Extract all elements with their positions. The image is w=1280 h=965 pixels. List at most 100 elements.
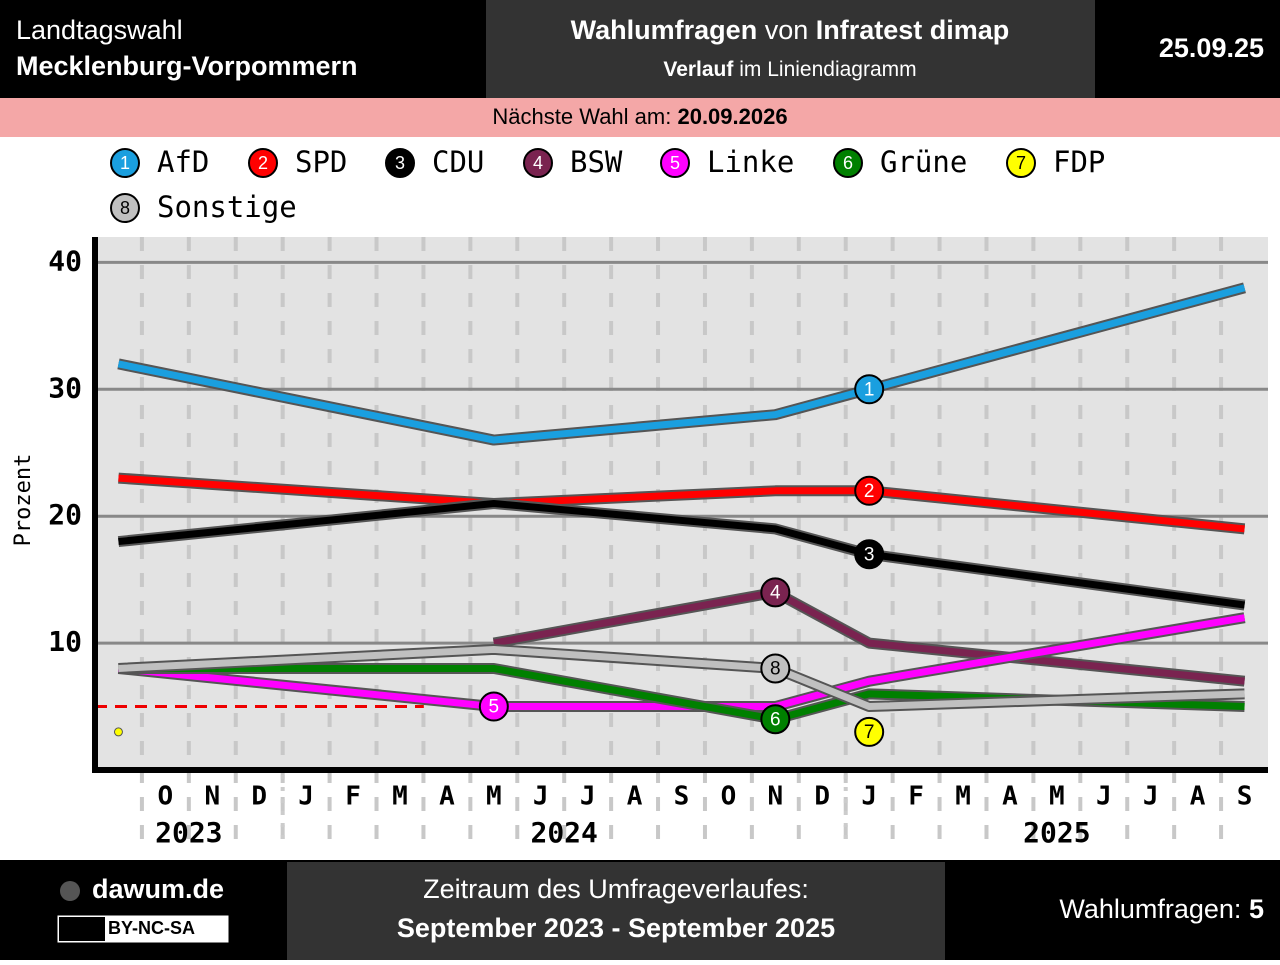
x-tick-label: M [392,782,408,812]
legend-marker [1006,148,1036,178]
series-marker [854,475,885,506]
series-marker-number: 4 [770,582,781,603]
legend-number: 4 [533,153,543,173]
title-part: Infratest dimap [816,15,1010,45]
series-line [493,588,1245,685]
series-line [117,284,1246,444]
y-tick-label: 20 [48,498,82,531]
x-tick-label: M [486,782,502,812]
subtitle: Verlauf im Liniendiagramm [663,58,916,81]
legend-label: Grüne [880,145,967,179]
legend-label: AfD [157,145,209,179]
x-tick-label: J [533,782,549,812]
x-tick-label: J [298,782,314,812]
next-election-label: Nächste Wahl am: [492,104,671,129]
legend-marker [385,148,415,178]
next-election-date: 20.09.2026 [677,104,787,129]
logo-icon [60,881,80,901]
y-tick-label: 30 [48,371,82,404]
series-marker-number: 2 [864,481,875,502]
x-tick-label: N [768,782,784,812]
legend-number: 2 [258,153,268,173]
legend-marker [833,148,863,178]
series-marker-number: 7 [864,722,875,743]
legend-number: 3 [395,153,405,173]
series-marker [854,539,885,570]
series-marker-number: 3 [864,544,875,565]
x-year-label: 2025 [1023,816,1090,849]
legend-label: Sonstige [157,190,297,224]
x-tick-label: D [814,782,830,812]
series-marker-number: 1 [864,379,875,400]
legend-number: 6 [843,153,853,173]
series-marker [760,653,791,684]
title: Wahlumfragen von Infratest dimap [571,15,1010,45]
legend-label: Linke [707,145,794,179]
x-year-label: 2024 [530,816,597,849]
title-part: Wahlumfragen [571,15,758,45]
series-marker [854,374,885,405]
series-line [118,500,1246,609]
region-line2: Mecklenburg-Vorpommern [16,51,358,81]
x-tick-label: N [204,782,220,812]
series-marker [760,704,791,735]
region-line1: Landtagswahl [16,15,183,45]
period: September 2023 - September 2025 [397,913,835,943]
series-marker-number: 5 [489,697,500,718]
legend-label: CDU [432,145,484,179]
series-marker [854,716,885,747]
next-election: Nächste Wahl am: 20.09.2026 [492,104,787,129]
x-tick-label: M [955,782,971,812]
site: dawum.de [92,874,224,904]
x-tick-label: A [1190,782,1206,812]
date: 25.09.25 [1159,33,1264,63]
subtitle-part: im Liniendiagramm [739,58,916,81]
series-marker-number: 6 [770,709,781,730]
x-tick-label: S [1237,782,1253,812]
subtitle-part: Verlauf [663,58,734,81]
legend-marker [248,148,278,178]
plot-area [95,237,1268,770]
legend-number: 1 [120,153,130,173]
x-tick-label: J [861,782,877,812]
legend-number: 8 [120,198,130,218]
x-tick-label: F [345,782,361,812]
x-tick-label: J [1143,782,1159,812]
y-tick-label: 10 [48,625,82,658]
legend-label: BSW [570,145,623,179]
legend-number: 5 [670,153,680,173]
legend-marker [523,148,553,178]
series-marker-number: 8 [770,658,781,679]
series-line [118,474,1245,533]
x-tick-label: A [1002,782,1018,812]
x-tick-label: O [721,782,737,812]
x-tick-label: A [627,782,643,812]
y-axis-label: Prozent [11,454,36,547]
x-tick-label: O [158,782,174,812]
footer-center [287,862,945,960]
x-tick-label: A [439,782,455,812]
series-marker [760,577,791,608]
license: BY-NC-SA [108,918,195,938]
x-tick-label: J [580,782,596,812]
x-tick-label: F [908,782,924,812]
legend-marker [110,193,140,223]
y-tick-label: 40 [48,244,82,277]
legend-marker [110,148,140,178]
legend-marker [660,148,690,178]
legend-label: FDP [1053,145,1105,179]
cc-box [59,917,105,941]
x-tick-label: S [674,782,690,812]
legend-label: SPD [295,145,347,179]
x-tick-label: M [1049,782,1065,812]
title-part: von [765,15,809,45]
poll-count: Wahlumfragen: 5 [1059,894,1264,924]
period-label: Zeitraum des Umfrageverlaufes: [423,874,809,904]
legend-number: 7 [1016,153,1026,173]
poll-count-label: Wahlumfragen: [1059,894,1241,924]
x-year-label: 2023 [155,816,222,849]
x-tick-label: D [251,782,267,812]
next-election-bar [0,98,1280,137]
